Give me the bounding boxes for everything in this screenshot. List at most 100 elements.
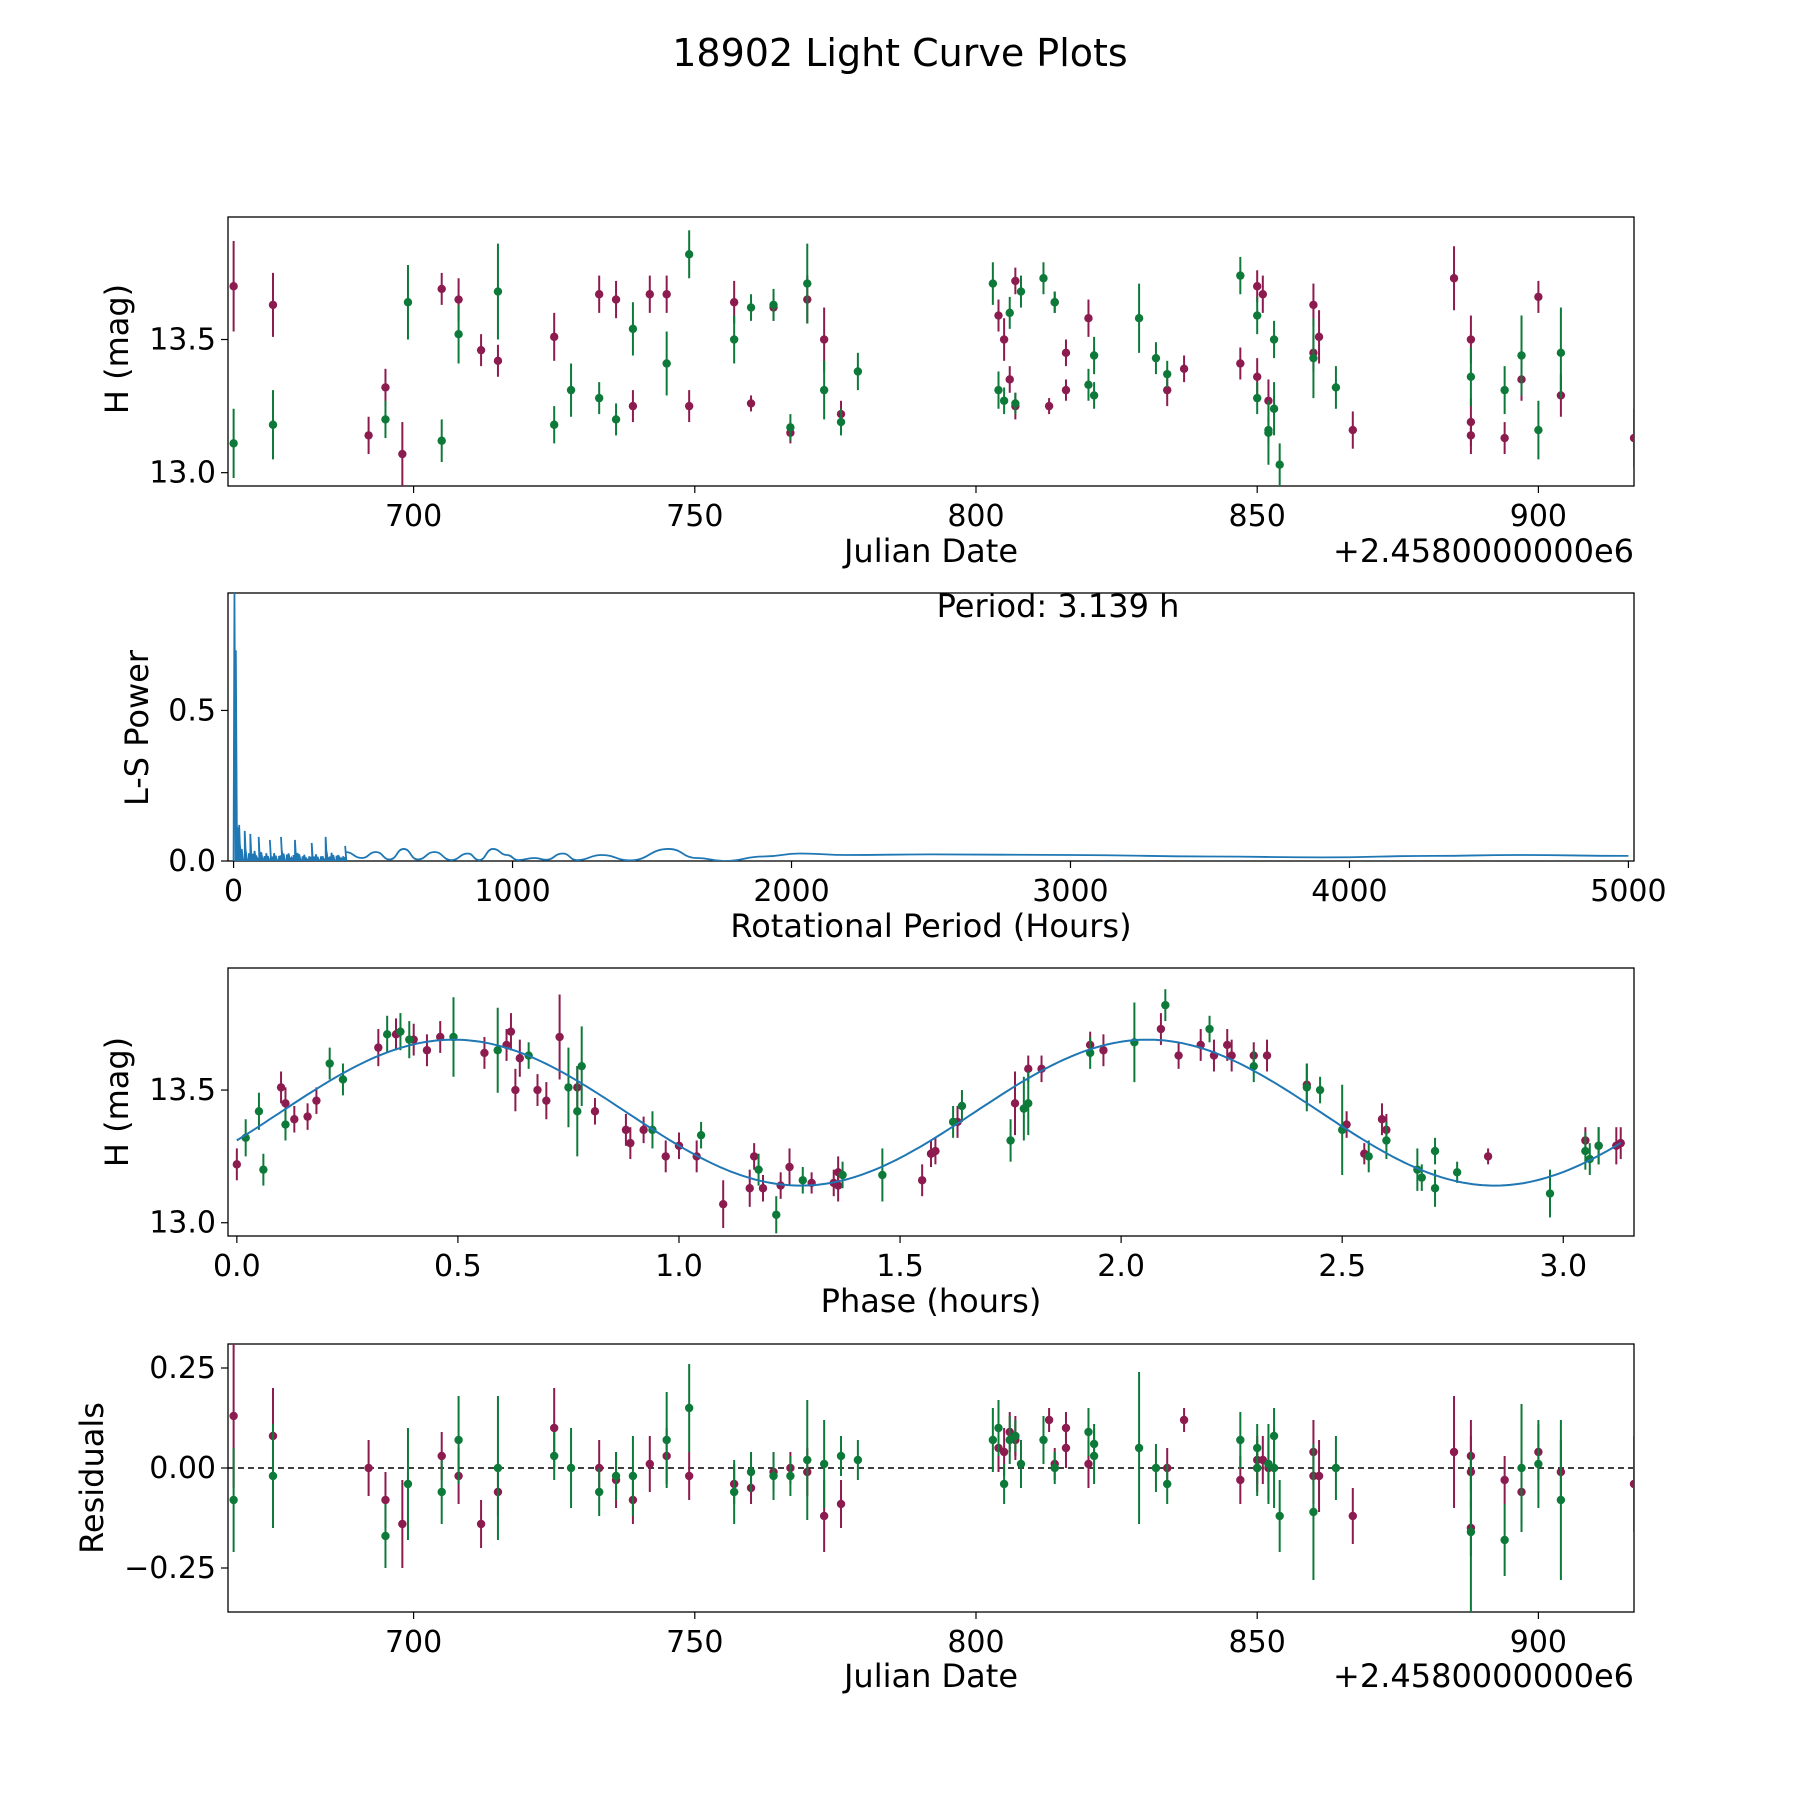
light-curve-series_a-point — [1061, 385, 1071, 395]
periodogram-xlabel: Rotational Period (Hours) — [730, 907, 1131, 945]
light-curve-series_b-point — [836, 417, 846, 427]
light-curve-series_b-point — [1039, 274, 1048, 283]
light-curve-series_a-point — [1466, 335, 1476, 344]
residuals-series_b-point — [229, 1495, 238, 1505]
light-curve-series_b-point — [1466, 372, 1476, 382]
residuals-series_b-point — [566, 1463, 576, 1473]
phased-xtick-label: 3.0 — [1539, 1249, 1587, 1284]
residuals-series_a-point — [1044, 1415, 1054, 1425]
light-curve-series_a-point — [437, 284, 446, 294]
phased-series_b-point — [1205, 1024, 1214, 1034]
light-curve-series_b-point — [1534, 425, 1543, 435]
light-curve-series_b-point — [611, 415, 621, 424]
residuals-series_b-point — [803, 1455, 812, 1465]
residuals-series_a-point — [1449, 1447, 1459, 1457]
light-curve-series_a-point — [645, 290, 654, 299]
residuals-series_a-point — [1629, 1479, 1634, 1489]
phased-series_b-point — [1006, 1136, 1015, 1145]
phased-series_a-point — [1010, 1099, 1020, 1108]
residuals-series_b-point — [999, 1479, 1009, 1489]
phased-panel: Phase (hours) H (mag) 0.0 0.5 1.0 1.5 2.0 2.5… — [98, 967, 1635, 1320]
light-curve-series_b-point — [628, 324, 638, 334]
light-curve-series_a-point — [1005, 375, 1014, 384]
light-curve-series_a-point — [398, 449, 407, 459]
light-curve-series_a-point — [1309, 300, 1318, 310]
phased-series_b-point — [1024, 1099, 1033, 1108]
light-curve-series_a-point — [1061, 348, 1071, 358]
residuals-series_b-point — [1084, 1427, 1093, 1437]
light-curve-series_a-point — [364, 431, 373, 440]
phased-series_a-point — [590, 1107, 600, 1116]
light-curve-series_b-point — [1089, 351, 1099, 360]
residuals-series_a-point — [1236, 1475, 1245, 1485]
periodogram-xtick-label: 3000 — [1032, 874, 1108, 909]
light-curve-series_b-point — [769, 300, 778, 310]
light-curve-series_a-point — [1466, 431, 1476, 440]
residuals-ytick-label: 0.00 — [149, 1451, 216, 1486]
phased-series_a-point — [758, 1184, 768, 1193]
periodogram-frame — [227, 592, 1635, 862]
residuals-series_b-point — [1534, 1459, 1543, 1469]
light-curve-series_b-point — [1084, 380, 1093, 389]
phased-series_a-point — [506, 1027, 516, 1036]
residuals-series_a-point — [476, 1519, 486, 1529]
phased-series_b-point — [1315, 1085, 1325, 1095]
light-curve-series_b-point — [662, 359, 671, 368]
light-curve-ylabel: H (mag) — [98, 284, 136, 414]
light-curve-series_b-point — [746, 303, 756, 312]
light-curve-series_a-point — [729, 298, 739, 307]
periodogram-xtick-label: 4000 — [1311, 874, 1387, 909]
light-curve-marks — [229, 230, 1634, 486]
light-curve-series_a-point — [1252, 282, 1262, 291]
light-curve-series_b-point — [853, 367, 863, 376]
phased-ylabel: H (mag) — [98, 1037, 136, 1167]
light-curve-series_b-point — [1005, 308, 1014, 318]
light-curve-series_a-point — [1534, 292, 1543, 302]
periodogram-panel: Rotational Period (Hours) L-S Power Peri… — [118, 587, 1667, 945]
phased-series_a-point — [917, 1176, 927, 1185]
residuals-series_b-point — [819, 1459, 829, 1469]
phased-series_b-point — [382, 1030, 392, 1039]
light-curve-panel: Julian Date +2.4580000000e6 H (mag) 700 7… — [98, 216, 1635, 570]
residuals-series_b-point — [1269, 1463, 1279, 1473]
residuals-series_b-point — [1016, 1459, 1026, 1469]
light-curve-xtick-label: 850 — [1229, 499, 1286, 534]
residuals-ytick-label: 0.25 — [149, 1351, 216, 1386]
light-curve-series_a-point — [268, 300, 278, 310]
phased-series_a-point — [1174, 1051, 1183, 1060]
residuals-series_b-point — [1134, 1443, 1144, 1453]
residuals-xtick-label: 800 — [947, 1625, 1004, 1660]
light-curve-series_b-point — [1517, 351, 1526, 360]
light-curve-series_b-point — [1151, 353, 1161, 363]
residuals-series_b-point — [403, 1479, 413, 1489]
phased-series_b-point — [1382, 1136, 1391, 1145]
residuals-series_a-point — [645, 1459, 654, 1469]
light-curve-series_a-point — [662, 290, 671, 299]
residuals-series_b-point — [611, 1471, 621, 1481]
periodogram-xtick-label: 0 — [224, 874, 243, 909]
phased-series_a-point — [1262, 1051, 1272, 1060]
phased-series_b-point — [564, 1083, 573, 1092]
light-curve-series_b-point — [988, 279, 998, 288]
light-curve-series_a-point — [229, 282, 238, 291]
phased-xtick-label: 2.0 — [1097, 1249, 1145, 1284]
phased-series_a-point — [422, 1046, 432, 1055]
residuals-xtick-label: 850 — [1229, 1625, 1286, 1660]
light-curve-series_b-point — [381, 415, 390, 424]
phased-xtick-label: 1.5 — [876, 1249, 924, 1284]
light-curve-series_b-point — [994, 385, 1003, 395]
phased-series_a-point — [1024, 1064, 1033, 1074]
light-curve-series_a-point — [628, 401, 638, 411]
phased-series_b-point — [1581, 1146, 1590, 1156]
light-curve-series_a-point — [476, 345, 486, 355]
light-curve-xlabel: Julian Date — [842, 532, 1018, 570]
phased-series_a-point — [621, 1125, 631, 1135]
residuals-series_a-point — [1314, 1471, 1324, 1481]
phased-series_a-point — [533, 1085, 542, 1095]
phased-series_a-point — [281, 1099, 290, 1108]
phased-xlabel: Phase (hours) — [821, 1282, 1042, 1320]
light-curve-series_a-point — [381, 383, 390, 392]
residuals-series_a-point — [381, 1495, 390, 1505]
phased-series_a-point — [290, 1115, 299, 1124]
light-curve-series_b-point — [403, 298, 413, 307]
